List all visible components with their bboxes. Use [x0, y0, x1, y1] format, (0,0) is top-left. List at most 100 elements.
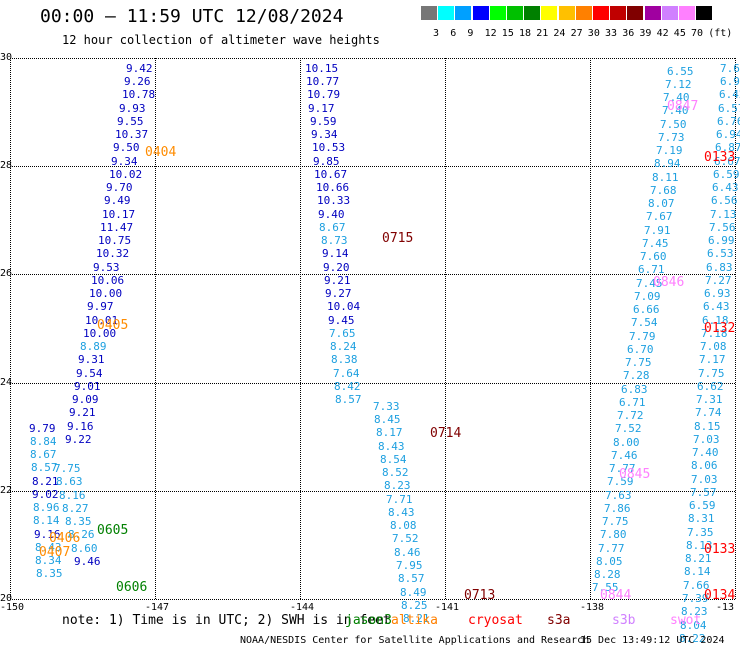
wave-height-value: 8.57: [398, 572, 425, 585]
wave-height-value: 8.21: [685, 552, 712, 565]
wave-height-value: 7.75: [602, 515, 629, 528]
wave-height-value: 8.63: [56, 475, 83, 488]
wave-height-value: 10.01: [85, 314, 119, 327]
wave-height-value: 10.00: [89, 287, 123, 300]
pass-time-label: 0133: [704, 150, 736, 165]
legend-label: 70: [691, 28, 704, 39]
legend-swatch: [593, 6, 609, 20]
wave-height-value: 7.54: [631, 316, 658, 329]
wave-height-value: 6.76: [717, 115, 740, 128]
longitude-gridline: [10, 58, 11, 599]
wave-height-value: 6.62: [697, 380, 724, 393]
wave-height-value: 8.22: [679, 632, 706, 645]
wave-height-value: 6.43: [703, 300, 730, 313]
wave-height-value: 7.64: [333, 367, 360, 380]
wave-height-value: 6.70: [627, 343, 654, 356]
wave-height-value: 9.45: [328, 314, 355, 327]
wave-height-value: 8.38: [331, 353, 358, 366]
wave-height-value: 10.78: [122, 88, 156, 101]
wave-height-value: 9.09: [72, 393, 99, 406]
wave-height-value: 10.37: [115, 128, 149, 141]
wave-height-value: 7.09: [634, 290, 661, 303]
legend-label: 21: [536, 28, 549, 39]
wave-height-value: 8.15: [694, 420, 721, 433]
wave-height-value: 9.17: [308, 102, 335, 115]
wave-height-value: 6.83: [621, 383, 648, 396]
legend-label: 3: [433, 28, 440, 39]
wave-height-value: 6.71: [619, 396, 646, 409]
legend-label: 27: [570, 28, 583, 39]
wave-height-value: 7.60: [640, 250, 667, 263]
legend-label: 33: [605, 28, 618, 39]
wave-height-value: 7.56: [709, 221, 736, 234]
wave-height-value: 7.03: [691, 473, 718, 486]
longitude-gridline: [735, 58, 736, 599]
wave-height-value: 10.77: [306, 75, 340, 88]
wave-height-value: 7.03: [693, 433, 720, 446]
wave-height-value: 9.79: [29, 422, 56, 435]
wave-height-value: 9.14: [322, 247, 349, 260]
wave-height-value: 7.18: [701, 327, 728, 340]
wave-height-value: 6.59: [689, 499, 716, 512]
longitude-gridline: [155, 58, 156, 599]
wave-height-value: 8.67: [30, 448, 57, 461]
wave-height-value: 7.77: [609, 462, 636, 475]
wave-height-value: 7.13: [710, 208, 737, 221]
wave-height-value: 8.96: [33, 501, 60, 514]
wave-height-value: 9.42: [126, 62, 153, 75]
wave-height-value: 9.59: [310, 115, 337, 128]
legend-swatch: [661, 6, 678, 20]
wave-height-value: 7.73: [658, 131, 685, 144]
pass-time-label: 0606: [116, 580, 148, 595]
legend-swatch: [627, 6, 644, 20]
legend-label: 12: [484, 28, 497, 39]
latitude-tick-label: 22: [0, 484, 13, 496]
wave-height-value: 7.95: [396, 559, 423, 572]
wave-height-value: 7.75: [625, 356, 652, 369]
wave-height-value: 8.17: [376, 426, 403, 439]
wave-height-value: 9.21: [324, 274, 351, 287]
wave-height-value: 7.55: [592, 581, 619, 594]
credit-text: NOAA/NESDIS Center for Satellite Applica…: [240, 635, 590, 646]
legend-label: 45: [673, 28, 686, 39]
pass-time-label: 0714: [430, 426, 462, 441]
wave-height-value: 6.94: [716, 128, 740, 141]
latitude-gridline: [10, 166, 735, 168]
wave-height-value: 8.35: [36, 567, 63, 580]
wave-height-value: 8.57: [31, 461, 58, 474]
wave-height-value: 7.08: [700, 340, 727, 353]
wave-height-value: 9.97: [87, 300, 114, 313]
wave-height-value: 6.18: [702, 314, 729, 327]
wave-height-value: 8.89: [80, 340, 107, 353]
legend-label: 15: [501, 28, 514, 39]
wave-height-value: 8.46: [394, 546, 421, 559]
wave-height-value: 10.17: [102, 208, 136, 221]
wave-height-value: 8.45: [374, 413, 401, 426]
wave-height-value: 6.43: [712, 181, 739, 194]
wave-height-value: 10.67: [314, 168, 348, 181]
wave-height-value: 7.40: [662, 104, 689, 117]
longitude-tick-label: -13: [716, 602, 735, 613]
wave-height-value: 8.67: [319, 221, 346, 234]
wave-height-value: 8.54: [380, 453, 407, 466]
wave-height-value: 7.50: [660, 118, 687, 131]
wave-height-value: 7.64: [720, 62, 740, 75]
legend-label: 39: [639, 28, 652, 39]
wave-height-value: 8.27: [62, 502, 89, 515]
wave-height-value: 7.17: [699, 353, 726, 366]
legend-label: 30: [587, 28, 600, 39]
longitude-gridline: [300, 58, 301, 599]
wave-height-value: 6.55: [667, 65, 694, 78]
wave-height-value: 8.13: [686, 539, 713, 552]
wave-height-value: 8.00: [613, 436, 640, 449]
wave-height-value: 8.60: [71, 542, 98, 555]
pass-time-label: 0847: [667, 99, 699, 114]
wave-height-value: 8.24: [330, 340, 357, 353]
pass-time-label: 0713: [464, 588, 496, 603]
legend-swatch: [455, 6, 472, 20]
wave-height-value: 7.31: [696, 393, 723, 406]
wave-height-value: 10.66: [316, 181, 350, 194]
wave-height-value: 6.56: [711, 194, 738, 207]
wave-height-value: 8.14: [684, 565, 711, 578]
wave-height-value: 9.20: [323, 261, 350, 274]
